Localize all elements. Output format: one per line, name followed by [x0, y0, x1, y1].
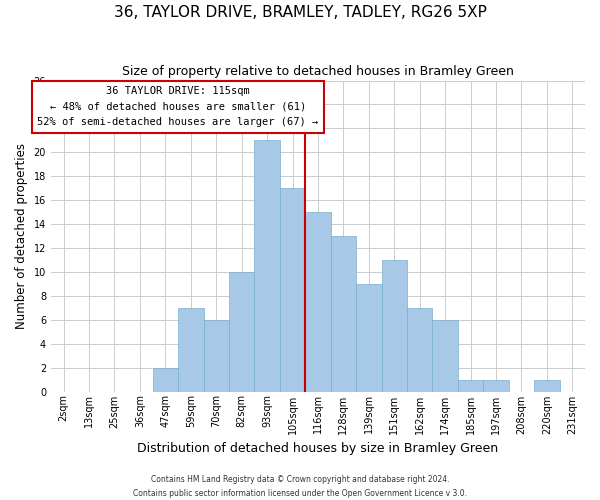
Bar: [407, 308, 433, 392]
Bar: [534, 380, 560, 392]
Bar: [178, 308, 203, 392]
Text: 36 TAYLOR DRIVE: 115sqm
← 48% of detached houses are smaller (61)
52% of semi-de: 36 TAYLOR DRIVE: 115sqm ← 48% of detache…: [37, 86, 319, 128]
Bar: [433, 320, 458, 392]
Bar: [305, 212, 331, 392]
Bar: [458, 380, 483, 392]
Bar: [280, 188, 305, 392]
Bar: [203, 320, 229, 392]
Bar: [382, 260, 407, 392]
Y-axis label: Number of detached properties: Number of detached properties: [15, 143, 28, 329]
Bar: [152, 368, 178, 392]
Text: Contains HM Land Registry data © Crown copyright and database right 2024.
Contai: Contains HM Land Registry data © Crown c…: [133, 476, 467, 498]
Title: Size of property relative to detached houses in Bramley Green: Size of property relative to detached ho…: [122, 65, 514, 78]
Bar: [254, 140, 280, 392]
Bar: [229, 272, 254, 392]
Bar: [356, 284, 382, 392]
Text: 36, TAYLOR DRIVE, BRAMLEY, TADLEY, RG26 5XP: 36, TAYLOR DRIVE, BRAMLEY, TADLEY, RG26 …: [113, 5, 487, 20]
Bar: [483, 380, 509, 392]
X-axis label: Distribution of detached houses by size in Bramley Green: Distribution of detached houses by size …: [137, 442, 499, 455]
Bar: [331, 236, 356, 392]
